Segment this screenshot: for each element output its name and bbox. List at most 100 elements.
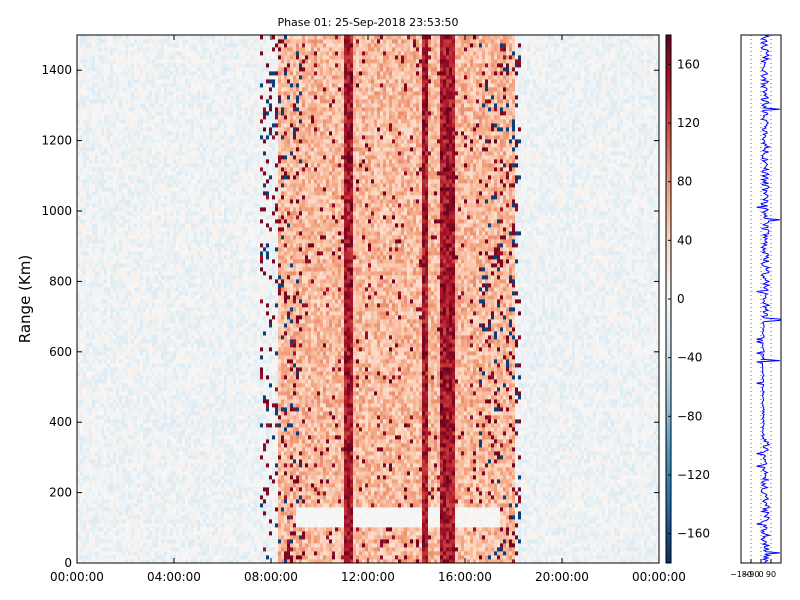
heatmap-cell — [131, 359, 134, 363]
heatmap-cell — [188, 447, 191, 451]
heatmap-cell — [164, 255, 167, 259]
heatmap-cell — [176, 199, 179, 203]
heatmap-cell — [122, 195, 125, 199]
heatmap-cell — [188, 407, 191, 411]
heatmap-cell — [179, 123, 182, 127]
heatmap-cell — [143, 467, 146, 471]
heatmap-cell — [167, 451, 170, 455]
heatmap-cell — [113, 495, 116, 499]
heatmap-cell — [110, 551, 113, 555]
heatmap-cell — [140, 311, 143, 315]
heatmap-cell — [149, 491, 152, 495]
heatmap-cell — [89, 223, 92, 227]
heatmap-cell — [128, 91, 131, 95]
heatmap-cell — [134, 331, 137, 335]
heatmap-cell — [161, 283, 164, 287]
heatmap-cell — [137, 383, 140, 387]
heatmap-cell — [86, 479, 89, 483]
heatmap-cell — [98, 507, 101, 511]
heatmap-cell — [182, 235, 185, 239]
heatmap-cell — [128, 247, 131, 251]
heatmap-cell — [149, 331, 152, 335]
heatmap-cell — [107, 555, 110, 559]
heatmap-cell — [185, 199, 188, 203]
heatmap-cell — [131, 391, 134, 395]
heatmap-cell — [122, 223, 125, 227]
heatmap-cell — [113, 175, 116, 179]
heatmap-cell — [125, 359, 128, 363]
heatmap-cell — [161, 79, 164, 83]
heatmap-cell — [179, 363, 182, 367]
heatmap-cell — [179, 87, 182, 91]
heatmap-cell — [125, 51, 128, 55]
heatmap-cell — [149, 211, 152, 215]
heatmap-cell — [86, 443, 89, 447]
heatmap-cell — [77, 343, 80, 347]
heatmap-cell — [149, 115, 152, 119]
heatmap-cell — [161, 351, 164, 355]
heatmap-cell — [164, 291, 167, 295]
heatmap-cell — [119, 47, 122, 51]
heatmap-cell — [119, 275, 122, 279]
heatmap-cell — [143, 147, 146, 151]
heatmap-cell — [134, 43, 137, 47]
heatmap-cell — [137, 243, 140, 247]
heatmap-cell — [128, 223, 131, 227]
heatmap-cell — [80, 463, 83, 467]
heatmap-cell — [149, 175, 152, 179]
heatmap-cell — [107, 271, 110, 275]
heatmap-cell — [92, 63, 95, 67]
heatmap-cell — [113, 131, 116, 135]
heatmap-cell — [125, 335, 128, 339]
heatmap-cell — [134, 207, 137, 211]
heatmap-cell — [92, 387, 95, 391]
heatmap-cell — [113, 75, 116, 79]
heatmap-cell — [119, 415, 122, 419]
heatmap-cell — [131, 279, 134, 283]
heatmap-cell — [152, 411, 155, 415]
heatmap-cell — [134, 407, 137, 411]
heatmap-cell — [86, 371, 89, 375]
heatmap-cell — [143, 311, 146, 315]
heatmap-cell — [164, 423, 167, 427]
heatmap-cell — [80, 171, 83, 175]
heatmap-cell — [101, 63, 104, 67]
heatmap-cell — [107, 155, 110, 159]
heatmap-cell — [161, 215, 164, 219]
heatmap-cell — [134, 359, 137, 363]
heatmap-cell — [143, 203, 146, 207]
heatmap-cell — [95, 459, 98, 463]
heatmap-cell — [179, 215, 182, 219]
heatmap-cell — [92, 283, 95, 287]
heatmap-cell — [110, 355, 113, 359]
heatmap-cell — [86, 507, 89, 511]
heatmap-cell — [116, 523, 119, 527]
heatmap-cell — [179, 207, 182, 211]
heatmap-cell — [122, 371, 125, 375]
heatmap-cell — [179, 35, 182, 39]
heatmap-cell — [107, 515, 110, 519]
heatmap-cell — [98, 71, 101, 75]
heatmap-cell — [167, 543, 170, 547]
heatmap-cell — [107, 487, 110, 491]
heatmap-cell — [185, 119, 188, 123]
heatmap-cell — [137, 331, 140, 335]
heatmap-cell — [95, 495, 98, 499]
heatmap-cell — [155, 347, 158, 351]
heatmap-cell — [167, 159, 170, 163]
heatmap-cell — [149, 143, 152, 147]
heatmap-cell — [113, 551, 116, 555]
heatmap-cell — [77, 355, 80, 359]
heatmap-cell — [83, 291, 86, 295]
heatmap-cell — [110, 407, 113, 411]
heatmap-cell — [128, 63, 131, 67]
heatmap-cell — [80, 211, 83, 215]
heatmap-cell — [146, 91, 149, 95]
heatmap-cell — [104, 359, 107, 363]
heatmap-cell — [140, 199, 143, 203]
heatmap-cell — [137, 79, 140, 83]
heatmap-cell — [107, 355, 110, 359]
heatmap-cell — [158, 91, 161, 95]
heatmap-cell — [128, 267, 131, 271]
heatmap-cell — [155, 255, 158, 259]
